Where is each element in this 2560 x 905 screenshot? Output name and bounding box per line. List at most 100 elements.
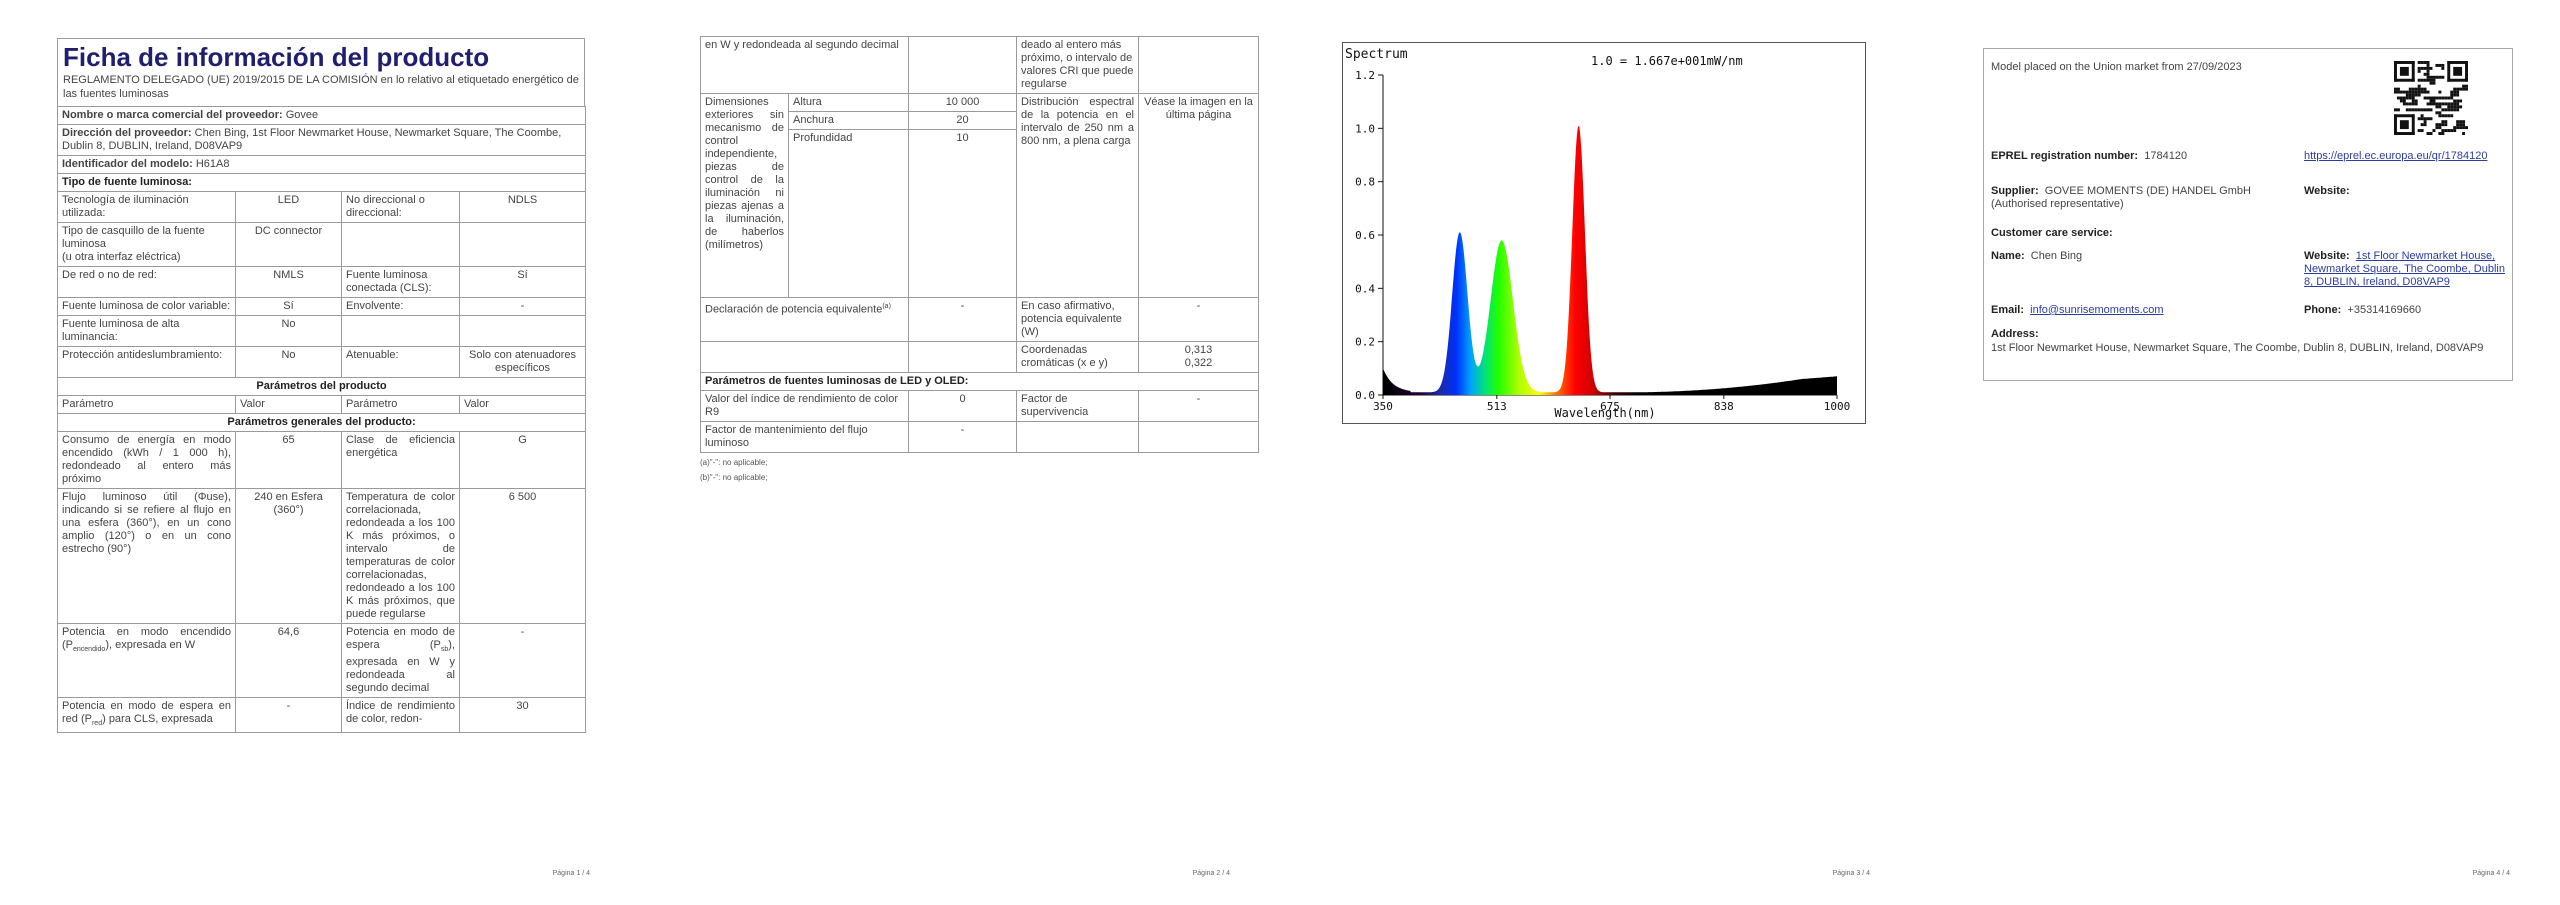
param-value — [908, 36, 1018, 94]
dimensions-row: Dimensiones exteriores sin mecanismo de … — [700, 93, 1260, 298]
param-label: Temperatura de color correlacionada, red… — [341, 488, 460, 624]
email-link[interactable]: info@sunrisemoments.com — [2030, 304, 2164, 316]
param-label: Índice de rendimiento de color, redon- — [341, 697, 460, 734]
row-value: Solo con atenuadores específicos — [458, 346, 587, 378]
chart-axes: 0.0 0.2 0.4 0.6 0.8 1.0 1.2 350 513 675 838 1000 — [1355, 69, 1850, 413]
cap-type-note: (u otra interfaz eléctrica) — [62, 251, 181, 263]
page-title: Ficha de información del producto — [63, 42, 490, 72]
column-header: Parámetro — [57, 395, 236, 414]
param-label: Potencia en modo de espera (Psb), expres… — [341, 622, 460, 699]
supplier-name-row: Nombre o marca comercial del proveedor: … — [56, 106, 587, 125]
address-heading: Address: — [1991, 328, 2039, 341]
row-value: LED — [235, 191, 342, 223]
supplier-name-label: Nombre o marca comercial del proveedor: — [62, 109, 283, 121]
address-label: Address: — [1991, 328, 2039, 340]
param-value: - — [235, 697, 342, 734]
equivalent-power-row: Declaración de potencia equivalente(a) -… — [699, 297, 1260, 342]
y-tick-label: 0.4 — [1355, 282, 1375, 295]
supplier-name: Govee — [285, 109, 319, 121]
param-label: Flujo luminoso útil (Φuse), indicando si… — [57, 488, 236, 624]
param-text: Potencia en modo de espera (P — [346, 626, 455, 651]
chart-title: Spectrum — [1345, 47, 1408, 62]
equivalent-power-w-label: En caso afirmativo, potencia equivalente… — [1016, 297, 1140, 342]
x-axis-label: Wavelength(nm) — [1554, 406, 1655, 420]
eprel-link-text[interactable]: https://eprel.ec.europa.eu/qr/1784120 — [2304, 150, 2488, 162]
supplier-label: Supplier: — [1991, 185, 2039, 197]
survival-value: - — [1138, 390, 1260, 422]
regulation-subtitle: REGLAMENTO DELEGADO (UE) 2019/2015 DE LA… — [63, 74, 579, 100]
customer-care-heading: Customer care service: — [1991, 227, 2113, 240]
row-label: De red o no de red: — [57, 266, 236, 298]
page-number: Página 1 / 4 — [552, 870, 590, 877]
led-params-heading: Parámetros de fuentes luminosas de LED y… — [699, 372, 1260, 391]
product-sheet-continued: en W y redondeada al segundo decimal dea… — [699, 36, 1260, 485]
x-tick-label: 675 — [1600, 400, 1620, 413]
website2-link[interactable]: 1st Floor Newmarket House, Newmarket Squ… — [2304, 250, 2505, 288]
x-tick-label: 513 — [1487, 400, 1507, 413]
param-value: 6 500 — [458, 488, 587, 624]
page-1: Ficha de información del producto REGLAM… — [0, 0, 640, 905]
row-value: No — [235, 346, 342, 378]
row-label: Atenuable: — [341, 346, 460, 378]
footnote-b: (b)"-": no aplicable; — [700, 473, 768, 482]
param-value: 30 — [458, 697, 587, 734]
phone-label: Phone: — [2304, 304, 2342, 316]
dim-value: 10 — [908, 129, 1018, 298]
chromaticity-label: Coordenadas cromáticas (x e y) — [1016, 341, 1140, 373]
footnote-a: (a)"-": no aplicable; — [700, 458, 768, 467]
column-header: Parámetro — [341, 395, 460, 414]
table-row: Fuente luminosa de color variable: Sí En… — [57, 297, 587, 316]
table-row: Potencia en modo de espera en red (Pred)… — [57, 697, 587, 734]
product-sheet: Ficha de información del producto REGLAM… — [56, 38, 587, 734]
param-label: Potencia en modo de espera en red (Pred)… — [57, 697, 236, 734]
row-label: No direccional o direccional: — [341, 191, 460, 223]
chromaticity-value: 0,313 0,322 — [1138, 341, 1260, 373]
row-label — [341, 222, 460, 267]
supplier-address-row: Dirección del proveedor: Chen Bing, 1st … — [56, 124, 587, 156]
table-row: en W y redondeada al segundo decimal dea… — [699, 36, 1260, 94]
market-date: Model placed on the Union market from 27… — [1991, 61, 2242, 73]
param-value: 65 — [235, 431, 342, 489]
table-row: Protección antideslumbramiento: No Atenu… — [57, 346, 587, 378]
params-columns-row: Parámetro Valor Parámetro Valor — [57, 395, 587, 414]
led-heading-row: Parámetros de fuentes luminosas de LED y… — [699, 372, 1260, 391]
chart-scale-note: 1.0 = 1.667e+001mW/nm — [1591, 54, 1743, 68]
supplier-row: Supplier: GOVEE MOMENTS (DE) HANDEL GmbH… — [1991, 185, 2291, 211]
param-label: Clase de eficiencia energética — [341, 431, 460, 489]
row-value — [458, 315, 587, 347]
equiv-text: Declaración de potencia equivalente — [705, 303, 883, 316]
r9-row: Valor del índice de rendimiento de color… — [699, 390, 1260, 422]
info-table: Nombre o marca comercial del proveedor: … — [56, 106, 587, 734]
page-number: Página 3 / 4 — [1832, 870, 1870, 877]
address-value: 1st Floor Newmarket House, Newmarket Squ… — [1991, 342, 2484, 354]
qr-code-icon[interactable] — [2394, 61, 2468, 135]
equivalent-power-value: - — [908, 297, 1018, 342]
param-value: 64,6 — [235, 622, 342, 699]
empty-cell — [699, 341, 910, 373]
param-label: Consumo de energía en modo encendido (kW… — [57, 431, 236, 489]
website-label: Website: — [2304, 185, 2350, 197]
empty-cell — [908, 341, 1018, 373]
website2-label: Website: — [2304, 250, 2350, 262]
title-block: Ficha de información del producto REGLAM… — [57, 38, 585, 106]
footnote-ref: (a) — [882, 303, 891, 310]
dim-value: 20 — [908, 111, 1018, 130]
row-label: Fuente luminosa de color variable: — [57, 297, 236, 316]
row-label: Protección antideslumbramiento: — [57, 346, 236, 378]
dimensions-row: Anchura 20 — [701, 111, 1259, 130]
table-row: Consumo de energía en modo encendido (kW… — [57, 431, 587, 489]
eprel-link[interactable]: https://eprel.ec.europa.eu/qr/1784120 — [2304, 150, 2509, 163]
row-value: NMLS — [235, 266, 342, 298]
row-value — [458, 222, 587, 267]
survival-label: Factor de supervivencia — [1016, 390, 1140, 422]
page-4: Model placed on the Union market from 27… — [1920, 0, 2560, 905]
page-number: Página 4 / 4 — [2472, 870, 2510, 877]
empty-cell — [1016, 421, 1140, 453]
param-text: ) para CLS, expresada — [102, 713, 213, 726]
y-tick-label: 1.0 — [1355, 122, 1375, 135]
chromaticity-row: Coordenadas cromáticas (x e y) 0,313 0,32… — [699, 341, 1260, 373]
params-heading: Parámetros del producto — [56, 377, 587, 396]
params-heading-row: Parámetros del producto — [56, 377, 587, 396]
r9-label: Valor del índice de rendimiento de color… — [699, 390, 910, 422]
email-row: Email: info@sunrisemoments.com — [1991, 304, 2291, 317]
